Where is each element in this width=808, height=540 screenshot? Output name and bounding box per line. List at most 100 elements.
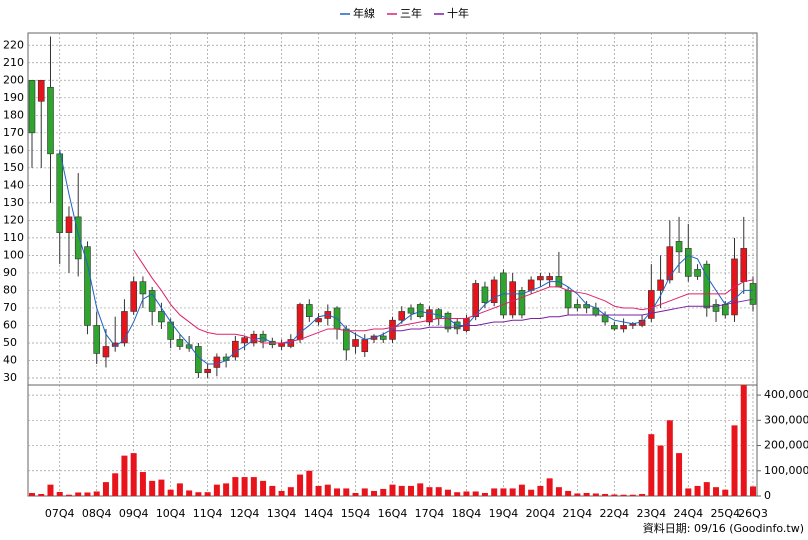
candle-body [342,328,350,351]
volume-bar [371,490,378,496]
x-tick-label: 19Q4 [489,507,519,520]
candle-body [361,339,369,353]
volume-bar [666,420,673,496]
volume-bar [84,492,91,496]
y-tick-label: 210 [3,56,24,69]
candle-body [121,311,128,344]
candle-body [306,304,313,318]
volume-bar [648,434,655,496]
candle-body [84,246,91,326]
candle-body [481,286,489,303]
legend-label: 三年 [400,6,422,20]
candle-body [389,319,396,340]
volume-bar [435,487,442,496]
volume-bar [537,485,544,496]
volume-bar [223,483,230,496]
volume-bar [657,445,664,496]
volume-bar [555,487,562,496]
volume-bar [260,480,267,496]
volume-bar [620,494,627,496]
volume-bar [241,477,248,496]
candle-body [518,290,526,316]
volume-bar [611,494,618,496]
candle-body [416,304,424,318]
candle-body [694,269,701,277]
x-tick-label: 21Q4 [563,507,593,520]
volume-bar [722,489,729,496]
volume-bar [463,491,470,496]
ma-line [392,298,754,332]
volume-bar [546,478,553,496]
volume-bar [740,385,747,496]
x-tick-label: 13Q4 [267,507,297,520]
candle-body [407,307,415,314]
x-tick-label: 18Q4 [452,507,482,520]
candle-body [204,368,211,374]
legend-label: 十年 [447,6,469,20]
volume-bar [703,482,710,496]
y2-tick-label: 400,000 [764,388,808,401]
volume-bar [297,474,304,496]
candle-body [472,283,479,318]
volume-bar [713,487,720,496]
x-tick-label: 12Q4 [230,507,260,520]
volume-bar [213,484,220,496]
volume-bar [565,490,572,496]
x-tick-label: 23Q4 [636,507,666,520]
candle-body [241,337,248,344]
x-tick-label: 24Q4 [673,507,703,520]
candle-body [102,346,110,358]
ma-line [59,150,753,365]
x-tick-label: 25Q4 [710,507,740,520]
candle-body [65,216,73,233]
y-tick-label: 200 [3,73,24,86]
volume-bar [731,425,738,496]
volume-bar [454,492,461,496]
source-note: 資料日期: 09/16 (Goodinfo.tw) [643,521,804,535]
volume-bar [75,492,82,496]
volume-bar [47,484,54,496]
y2-tick-label: 0 [764,489,771,502]
volume-bar [38,493,45,496]
candle-body [546,276,553,281]
candle-body [675,241,683,253]
candle-body [749,283,757,305]
candle-body [93,325,101,354]
x-tick-label: 17Q4 [415,507,445,520]
volume-bar [583,492,590,496]
y-tick-label: 170 [3,126,24,139]
y-tick-label: 130 [3,196,24,209]
candle-body [148,290,156,312]
volume-bar [232,477,239,496]
x-tick-label: 11Q4 [193,507,223,520]
volume-bar [407,485,414,496]
candle-body [398,311,406,321]
volume-bar [389,484,396,496]
candle-body [195,346,202,374]
volume-bar [334,488,341,496]
candle-body [176,339,184,347]
volume-bar [444,489,451,496]
volume-bar [472,491,479,496]
y2-tick-label: 100,000 [764,464,808,477]
y-tick-label: 90 [3,266,17,279]
volume-bar [167,489,174,496]
candle-body [213,356,221,368]
x-tick-label: 20Q4 [526,507,556,520]
y-tick-label: 220 [3,38,24,51]
volume-bar [149,480,156,496]
volume-bar [186,490,193,496]
candle-body [37,79,45,102]
volume-bar [629,494,636,496]
volume-bar [139,472,146,496]
candle-body [278,342,285,347]
y-tick-label: 80 [3,283,17,296]
volume-bar [639,493,646,496]
x-tick-label: 22Q4 [600,507,630,520]
y-tick-label: 100 [3,248,24,261]
candle-body [537,276,544,281]
volume-bar [750,486,756,496]
y-tick-label: 110 [3,231,24,244]
volume-bar [500,488,507,496]
candle-body [426,309,433,323]
